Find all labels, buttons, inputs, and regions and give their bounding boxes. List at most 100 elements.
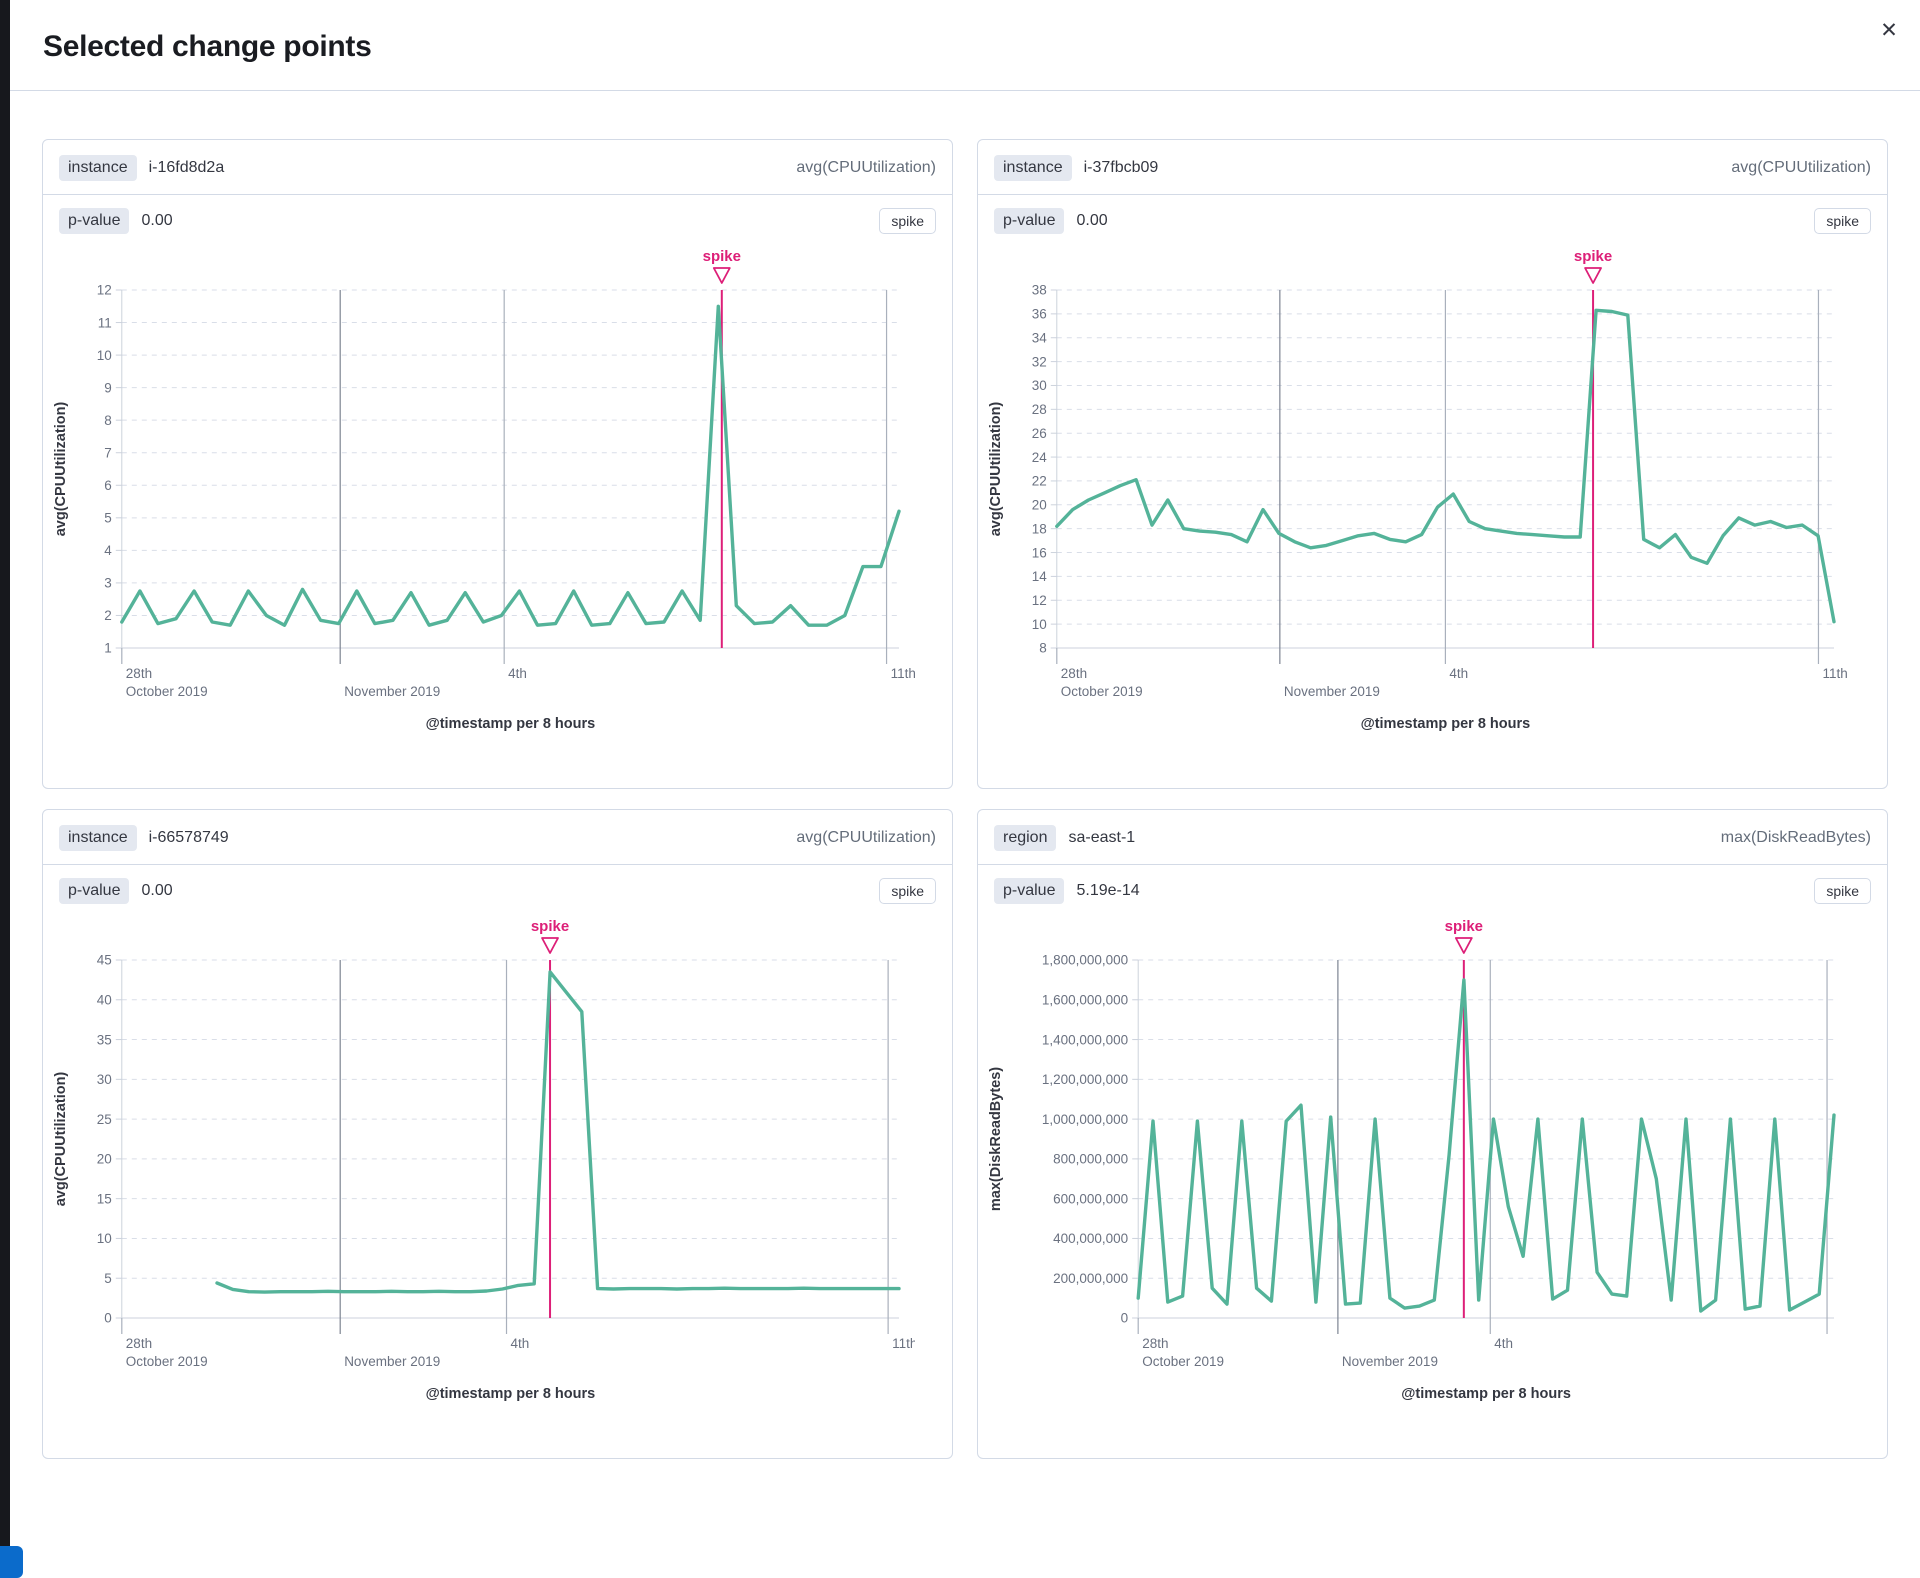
x-axis: 28th October 2019 November 2019 4th: [1137, 960, 1828, 1369]
spike-marker: spike: [703, 248, 741, 284]
svg-text:11th: 11th: [891, 666, 915, 681]
metric-label: avg(CPUUtilization): [796, 829, 936, 846]
y-axis-title: avg(CPUUtilization): [988, 402, 1004, 537]
svg-text:11: 11: [98, 315, 112, 330]
p-value: 5.19e-14: [1076, 882, 1140, 899]
svg-text:1: 1: [104, 641, 112, 656]
collapsed-nav-strip: [0, 0, 10, 1578]
panel-header: region sa-east-1 max(DiskReadBytes): [978, 810, 1887, 865]
x-axis: 28th October 2019 November 2019 4th 11th: [121, 960, 917, 1369]
svg-text:14: 14: [1032, 569, 1048, 584]
svg-text:11th: 11th: [1822, 666, 1847, 681]
svg-text:1,600,000,000: 1,600,000,000: [1042, 993, 1128, 1008]
svg-text:35: 35: [97, 1032, 112, 1047]
chart-svg[interactable]: 0 200,000,000 400,000,000 600,000,000 800,00…: [978, 910, 1850, 1415]
p-value: 0.00: [141, 882, 173, 899]
change-type-button[interactable]: spike: [1814, 878, 1871, 904]
svg-text:32: 32: [1032, 354, 1047, 369]
change-type-button[interactable]: spike: [879, 208, 936, 234]
field-value: i-37fbcb09: [1083, 159, 1159, 176]
svg-text:1,200,000,000: 1,200,000,000: [1042, 1072, 1128, 1087]
svg-text:18: 18: [1032, 521, 1047, 536]
svg-text:10: 10: [1032, 617, 1047, 632]
chart-svg[interactable]: 8 10 12 14 16 18 20 22 24 26 28 30 32 34 36 38 28th Octob…: [978, 240, 1850, 745]
field-value: i-66578749: [148, 829, 229, 846]
p-value: 0.00: [141, 212, 173, 229]
svg-text:28th: 28th: [126, 1336, 152, 1351]
svg-text:10: 10: [97, 348, 112, 363]
svg-text:12: 12: [1032, 593, 1047, 608]
y-axis: 0 5 10 15 20 25 30 35 40 45: [97, 953, 899, 1326]
svg-text:spike: spike: [1574, 248, 1612, 265]
chart-svg[interactable]: 0 5 10 15 20 25 30 35 40 45 28th October 2019 Novemb…: [43, 910, 917, 1415]
svg-text:30: 30: [97, 1072, 112, 1087]
svg-text:22: 22: [1032, 474, 1047, 489]
svg-text:28: 28: [1032, 402, 1047, 417]
svg-text:600,000,000: 600,000,000: [1053, 1191, 1128, 1206]
svg-text:spike: spike: [703, 248, 741, 265]
field-name-badge: instance: [59, 825, 137, 851]
x-axis-title: @timestamp per 8 hours: [426, 716, 596, 732]
svg-text:9: 9: [104, 380, 112, 395]
svg-text:25: 25: [97, 1112, 112, 1127]
svg-text:24: 24: [1032, 450, 1048, 465]
svg-text:4: 4: [104, 543, 112, 558]
change-point-chart[interactable]: 0 5 10 15 20 25 30 35 40 45 28th October 2019 Novemb…: [43, 910, 952, 1420]
svg-text:3: 3: [104, 576, 112, 591]
field-name-badge: instance: [59, 155, 137, 181]
y-axis-title: avg(CPUUtilization): [53, 1072, 69, 1207]
change-point-chart[interactable]: 8 10 12 14 16 18 20 22 24 26 28 30 32 34 36 38 28th Octob…: [978, 240, 1887, 750]
series-line: [1136, 978, 1836, 1313]
svg-text:200,000,000: 200,000,000: [1053, 1271, 1128, 1286]
x-axis-title: @timestamp per 8 hours: [1401, 1386, 1571, 1402]
svg-text:spike: spike: [531, 918, 569, 935]
change-point-chart[interactable]: 0 200,000,000 400,000,000 600,000,000 800,00…: [978, 910, 1887, 1420]
metric-label: avg(CPUUtilization): [1731, 159, 1871, 176]
x-axis: 28th October 2019 November 2019 4th 11th: [121, 290, 916, 699]
panel-subheader: p-value 5.19e-14 spike: [978, 865, 1887, 908]
panel-subheader: p-value 0.00 spike: [978, 195, 1887, 238]
svg-text:38: 38: [1032, 283, 1047, 298]
series-line: [215, 970, 901, 1294]
svg-text:400,000,000: 400,000,000: [1053, 1231, 1128, 1246]
svg-text:34: 34: [1032, 330, 1048, 345]
y-axis-title: avg(CPUUtilization): [53, 402, 69, 537]
svg-text:4th: 4th: [511, 1336, 530, 1351]
svg-text:26: 26: [1032, 426, 1047, 441]
svg-text:4th: 4th: [508, 666, 527, 681]
svg-text:36: 36: [1032, 307, 1047, 322]
svg-text:4th: 4th: [1494, 1336, 1513, 1351]
svg-text:10: 10: [97, 1231, 112, 1246]
p-value-badge: p-value: [994, 208, 1065, 234]
svg-text:October 2019: October 2019: [1142, 1354, 1224, 1369]
change-point-chart[interactable]: 1 2 3 4 5 6 7 8 9 10 11 12 28th October 2019 November …: [43, 240, 952, 750]
change-point-panel-2: instance i-37fbcb09 avg(CPUUtilization) …: [977, 139, 1888, 789]
change-type-button[interactable]: spike: [879, 878, 936, 904]
svg-text:11th: 11th: [892, 1336, 915, 1351]
p-value: 0.00: [1076, 212, 1108, 229]
svg-text:40: 40: [97, 993, 112, 1008]
change-type-button[interactable]: spike: [1814, 208, 1871, 234]
svg-text:October 2019: October 2019: [126, 684, 208, 699]
series-line: [1055, 308, 1836, 624]
svg-text:800,000,000: 800,000,000: [1053, 1152, 1128, 1167]
svg-text:5: 5: [104, 1271, 112, 1286]
close-icon[interactable]: ✕: [1872, 14, 1906, 48]
svg-text:4th: 4th: [1449, 666, 1468, 681]
svg-text:1,800,000,000: 1,800,000,000: [1042, 953, 1128, 968]
svg-text:16: 16: [1032, 545, 1047, 560]
svg-text:November 2019: November 2019: [344, 1354, 440, 1369]
svg-text:1,400,000,000: 1,400,000,000: [1042, 1032, 1128, 1047]
nav-blue-button[interactable]: [0, 1546, 23, 1578]
svg-text:0: 0: [1121, 1311, 1129, 1326]
svg-text:20: 20: [97, 1152, 112, 1167]
svg-text:6: 6: [104, 478, 112, 493]
svg-text:1,000,000,000: 1,000,000,000: [1042, 1112, 1128, 1127]
spike-marker: spike: [1445, 918, 1483, 954]
x-axis: 28th October 2019 November 2019 4th 11th: [1056, 290, 1848, 699]
field-name-badge: region: [994, 825, 1057, 851]
field-value: sa-east-1: [1068, 829, 1136, 846]
svg-text:30: 30: [1032, 378, 1047, 393]
change-point-panel-3: instance i-66578749 avg(CPUUtilization) …: [42, 809, 953, 1459]
